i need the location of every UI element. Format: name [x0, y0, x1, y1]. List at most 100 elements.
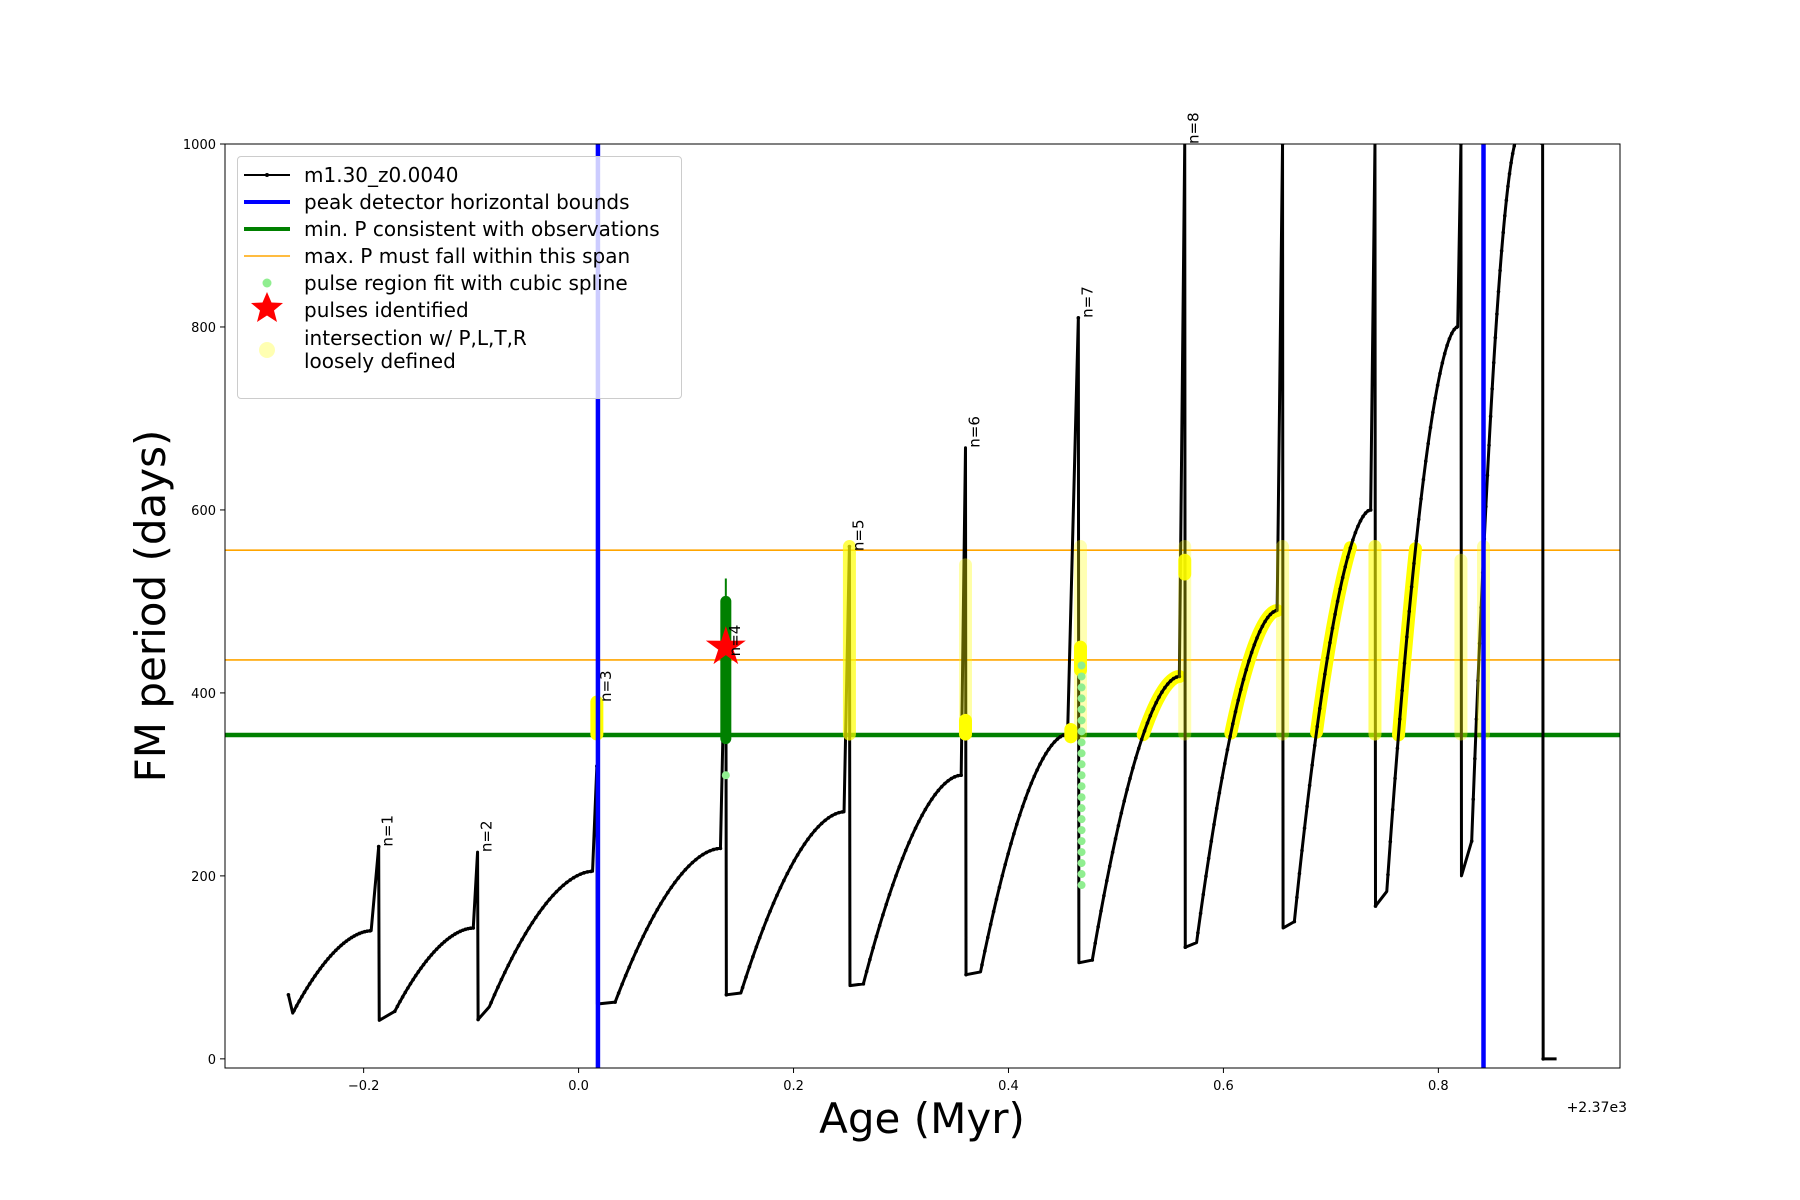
track-point — [411, 977, 415, 982]
track-point — [589, 869, 593, 874]
track-point — [440, 942, 444, 946]
track-point — [376, 844, 381, 849]
track-point — [840, 810, 845, 814]
track-point — [890, 883, 895, 887]
track-point — [1154, 700, 1158, 705]
track-point — [1052, 740, 1057, 744]
track-point — [913, 826, 918, 830]
track-point — [1335, 599, 1340, 604]
track-point — [871, 946, 875, 950]
intersection-arc — [1224, 604, 1284, 740]
track-point — [1090, 958, 1095, 962]
track-point — [513, 950, 517, 954]
track-point — [1131, 766, 1135, 770]
track-point — [1510, 151, 1515, 156]
track-point — [1438, 371, 1442, 376]
spline-fit-point — [1077, 782, 1086, 791]
track-point — [1504, 198, 1509, 203]
track-point — [1358, 519, 1363, 523]
track-point — [313, 974, 317, 978]
track-point — [1452, 327, 1456, 332]
red-star-icon — [244, 292, 290, 322]
legend-label: intersection w/ P,L,T,R — [304, 326, 527, 350]
y-tick-label: 600 — [191, 504, 216, 519]
track-line — [286, 144, 1557, 1061]
track-point — [1423, 459, 1428, 463]
track-point — [1012, 831, 1016, 836]
track-point — [540, 906, 545, 910]
track-point — [315, 970, 320, 975]
track-point — [403, 990, 408, 995]
track-point — [683, 867, 688, 872]
track-point — [453, 932, 457, 936]
track-point — [680, 871, 684, 876]
track-point — [1496, 289, 1501, 294]
track-point — [1407, 609, 1412, 614]
track-point — [398, 999, 402, 1004]
track-point — [1165, 682, 1170, 686]
track-point — [1512, 144, 1517, 148]
track-point — [813, 828, 817, 833]
track-point — [1168, 679, 1173, 683]
track-point — [655, 907, 660, 912]
track-point — [476, 1017, 480, 1022]
track-point — [936, 788, 941, 793]
track-point — [1471, 797, 1476, 802]
track-point — [926, 802, 931, 806]
pulse-label: n=8 — [1185, 112, 1203, 144]
track-point — [949, 776, 954, 781]
legend-label: peak detector horizontal bounds — [304, 189, 630, 214]
track-point — [1044, 751, 1048, 756]
orange-line-icon — [244, 244, 290, 268]
pulse-label: n=5 — [849, 519, 867, 551]
track-point — [537, 910, 542, 915]
spline-fit-point — [1077, 727, 1086, 736]
track-point — [450, 933, 455, 938]
track-point — [641, 934, 646, 939]
track-point — [1514, 138, 1518, 142]
track-point — [1390, 807, 1395, 812]
track-point — [1228, 734, 1232, 739]
track-point — [715, 846, 719, 851]
track-point — [964, 972, 968, 977]
track-point — [1416, 517, 1421, 522]
track-point — [795, 853, 800, 857]
track-point — [1493, 335, 1498, 340]
track-point — [761, 926, 766, 931]
track-point — [1247, 658, 1251, 663]
track-point — [395, 1004, 400, 1009]
track-point — [1305, 804, 1309, 809]
spline-fit-point — [1077, 749, 1086, 758]
track-point — [585, 870, 590, 874]
track-point — [1317, 706, 1322, 711]
track-point — [554, 889, 559, 894]
track-point — [1239, 687, 1243, 692]
track-point — [630, 957, 635, 961]
track-point — [894, 873, 898, 878]
track-point — [943, 781, 947, 786]
track-point — [785, 871, 790, 876]
track-point — [819, 821, 824, 826]
track-point — [527, 926, 531, 930]
track-point — [1431, 410, 1435, 415]
track-point — [320, 963, 325, 968]
track-point — [744, 975, 748, 979]
track-point — [1442, 351, 1447, 356]
blue-line-icon — [244, 190, 290, 214]
track-point — [1038, 762, 1042, 766]
track-point — [1506, 184, 1510, 189]
track-point — [534, 915, 538, 920]
track-point — [1171, 676, 1176, 681]
track-point — [1099, 909, 1103, 913]
track-point — [1295, 895, 1299, 900]
track-point — [1435, 383, 1440, 388]
legend-label: pulses identified — [304, 297, 469, 322]
intersection-arc — [1136, 669, 1186, 742]
track-point — [307, 982, 312, 986]
track-point — [471, 926, 476, 930]
track-point — [1035, 768, 1039, 772]
track-point — [1409, 585, 1414, 589]
legend-label-line2: loosely defined — [304, 349, 456, 373]
track-point — [1142, 729, 1147, 733]
track-point — [1474, 717, 1479, 721]
